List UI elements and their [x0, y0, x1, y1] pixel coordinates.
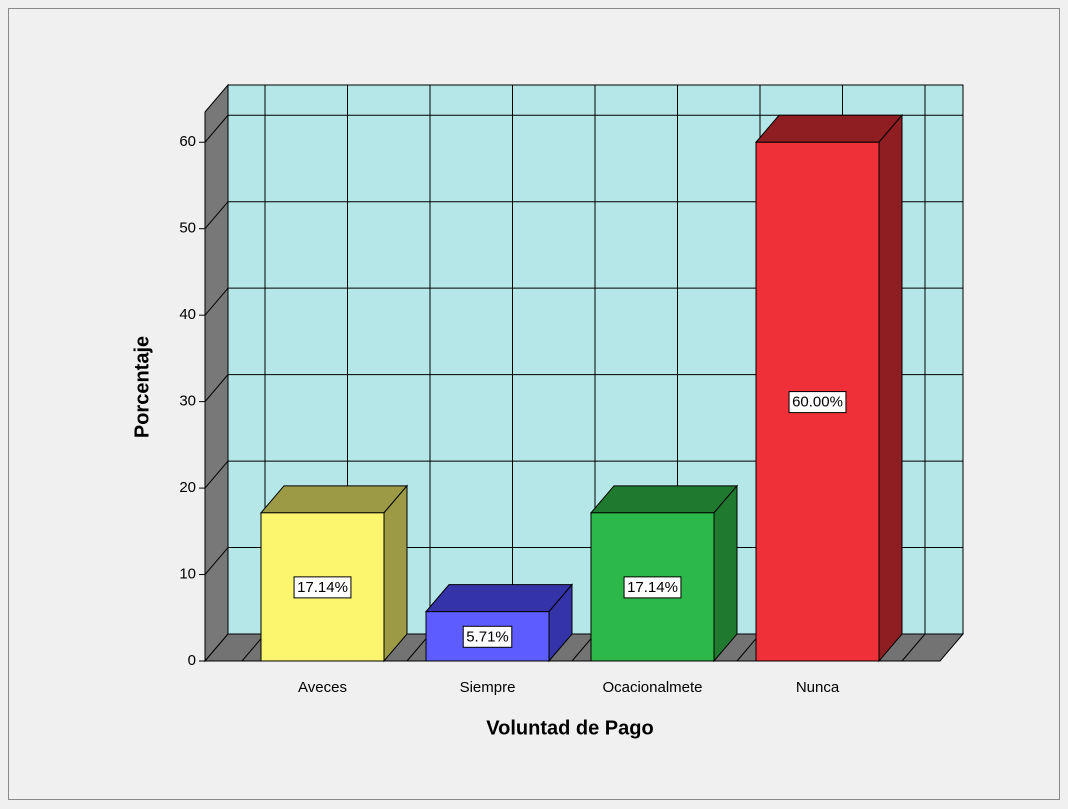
- grid-line: [204, 460, 229, 489]
- grid-line: [204, 374, 229, 402]
- bar-side: [713, 484, 738, 663]
- y-tick-label: 60: [179, 133, 196, 150]
- y-tick-label: 10: [179, 566, 196, 583]
- bar-top: [259, 485, 409, 514]
- x-tick-label: Nunca: [796, 679, 840, 696]
- y-tick-label: 0: [188, 652, 196, 669]
- data-label: 60.00%: [792, 394, 843, 411]
- data-label: 17.14%: [627, 579, 678, 596]
- grid-line: [204, 547, 229, 575]
- bar-top: [589, 485, 739, 514]
- x-tick-label: Aveces: [298, 679, 347, 696]
- data-label-box: [788, 391, 847, 414]
- bar-top: [754, 114, 904, 143]
- y-tick-label: 40: [179, 306, 196, 323]
- bar-top: [424, 584, 574, 613]
- floor-line: [901, 633, 926, 662]
- y-tick-label: 30: [179, 393, 196, 410]
- side-wall: [204, 83, 229, 663]
- bar-side: [878, 113, 903, 663]
- data-label: 5.71%: [466, 628, 509, 645]
- bar-side: [383, 484, 408, 663]
- x-tick-label: Siempre: [460, 679, 516, 696]
- data-label-box: [293, 576, 352, 599]
- data-label-box: [462, 625, 513, 648]
- data-label: 17.14%: [297, 579, 348, 596]
- x-tick-label: Ocacionalmete: [602, 679, 702, 696]
- y-axis-label: Porcentaje: [131, 336, 153, 438]
- y-tick-label: 50: [179, 220, 196, 237]
- grid-line: [204, 201, 229, 230]
- y-tick-label: 20: [179, 479, 196, 496]
- grid-line: [204, 114, 229, 143]
- data-label-box: [623, 576, 682, 599]
- grid-line: [204, 287, 229, 316]
- x-axis-label: Voluntad de Pago: [486, 717, 653, 739]
